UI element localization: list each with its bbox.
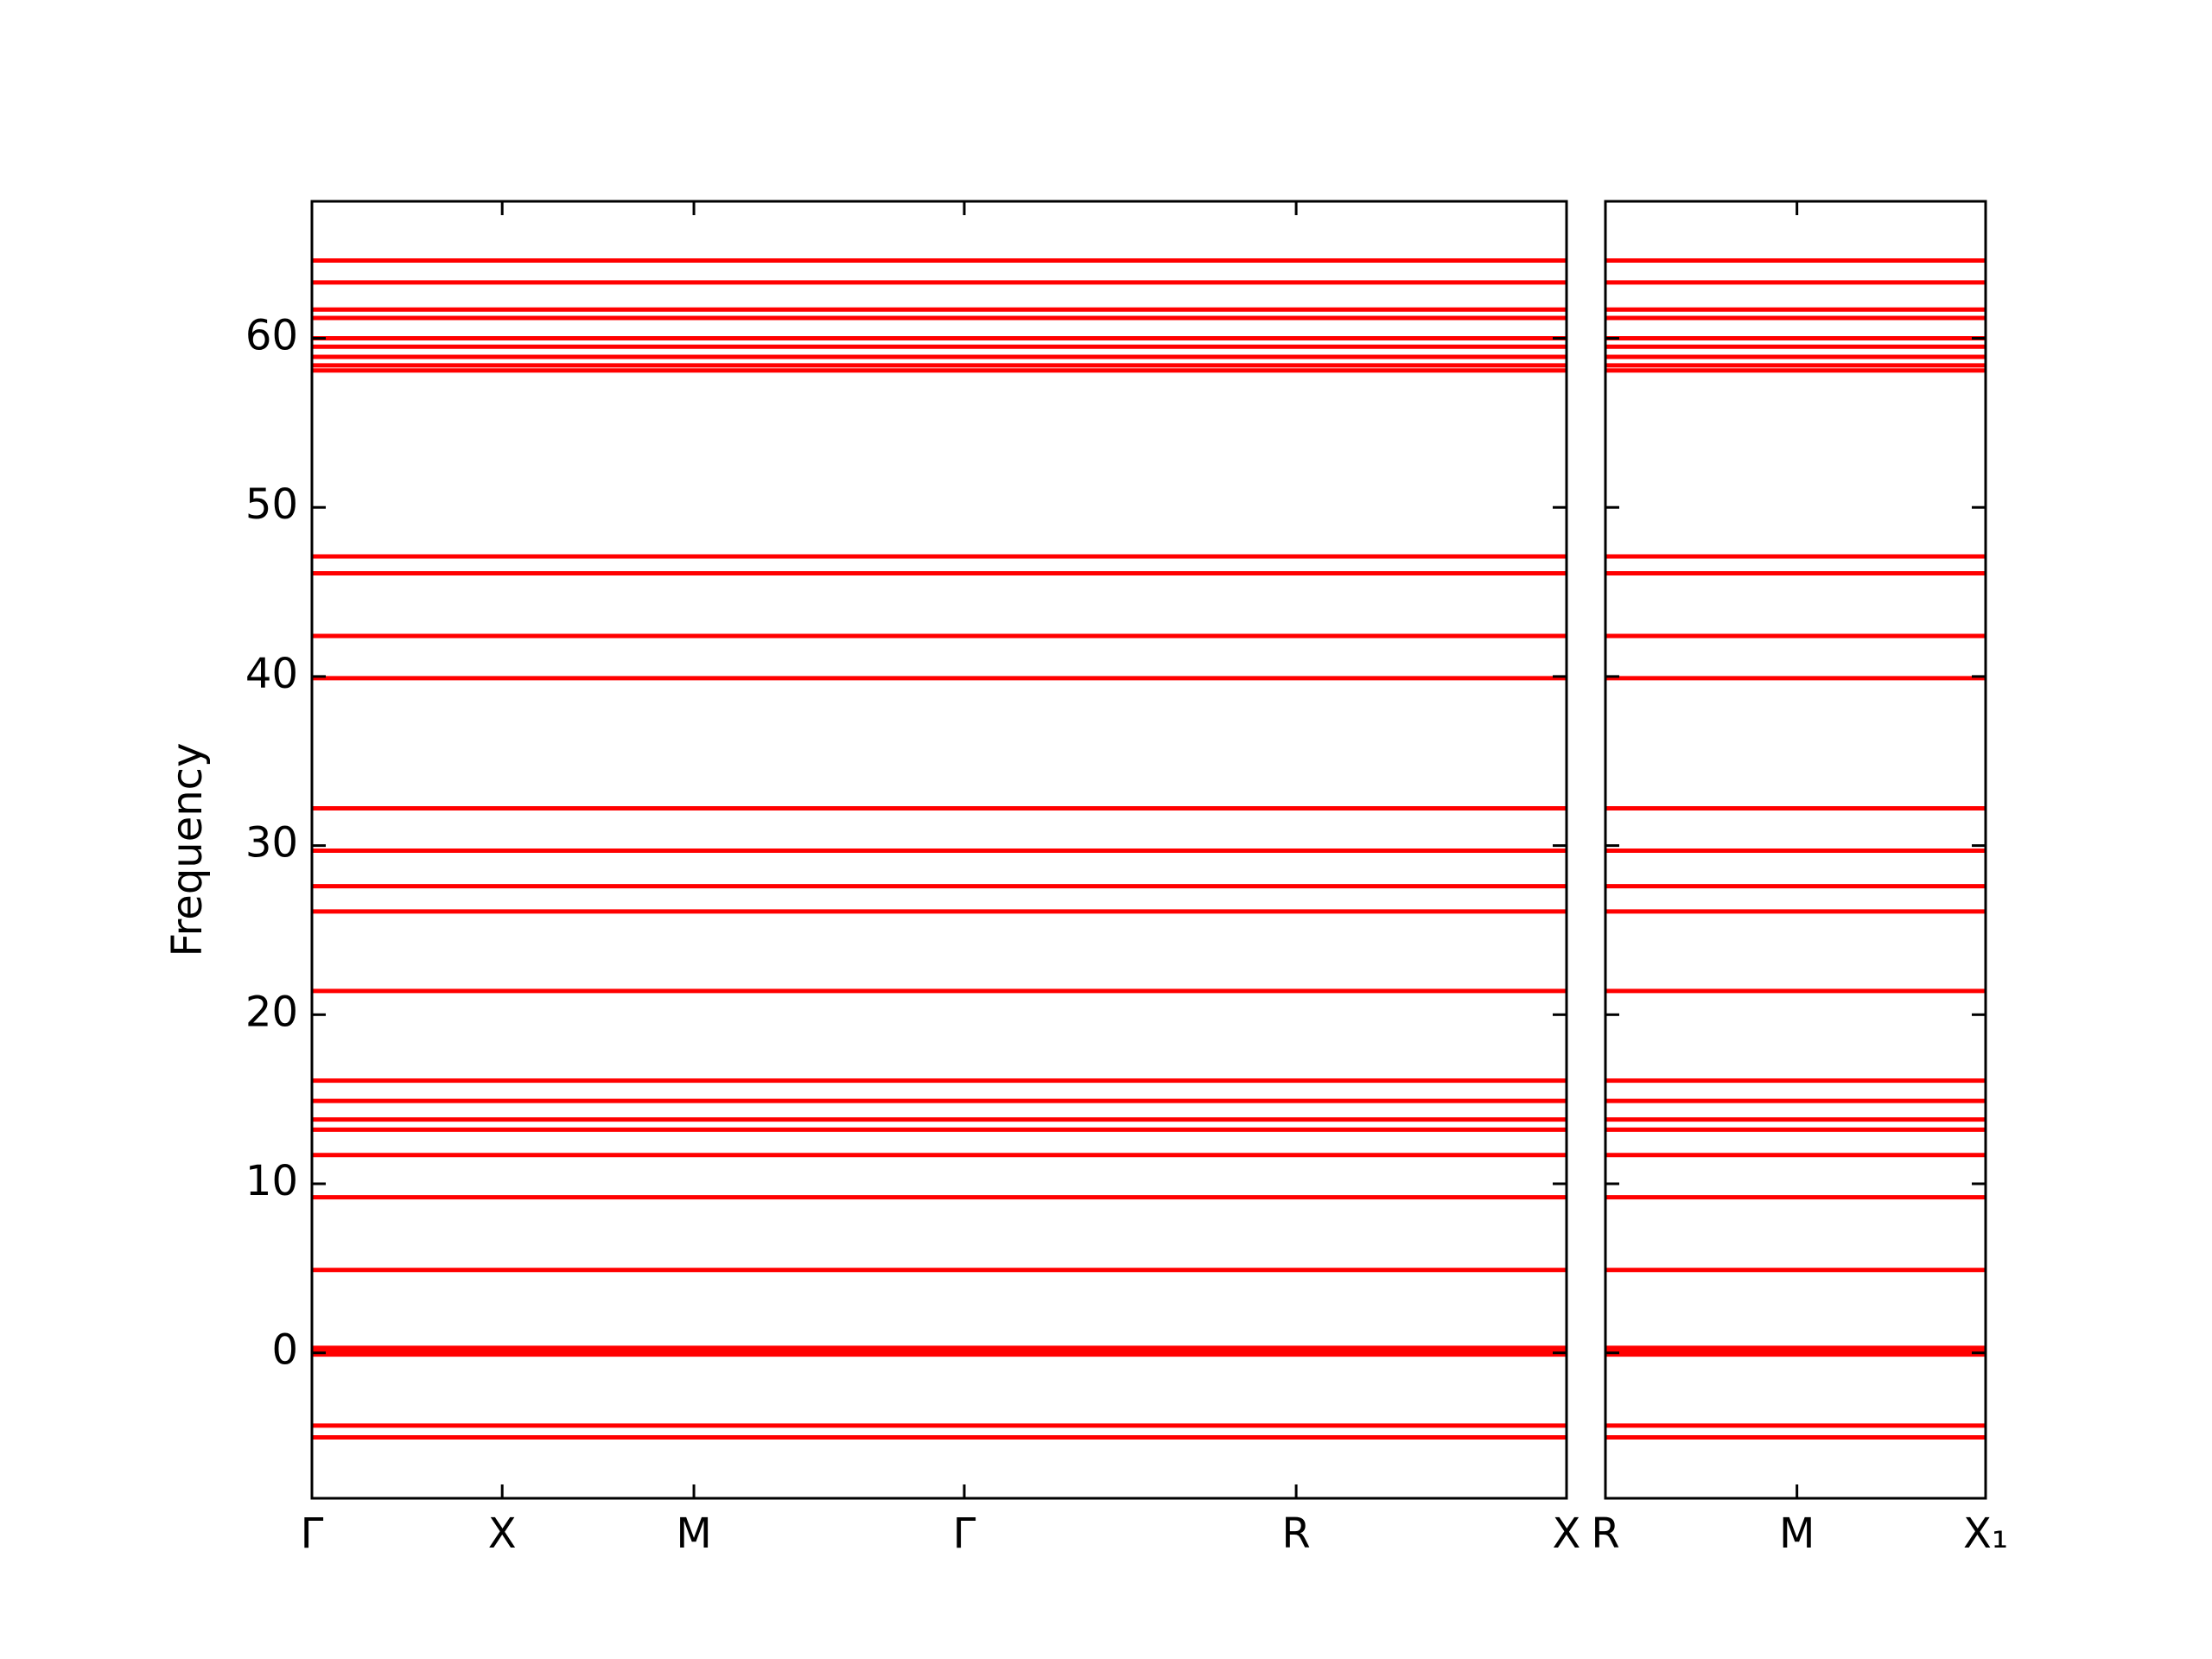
x-tick-label: Γ: [301, 1510, 324, 1558]
y-axis-label: Frequency: [163, 743, 212, 957]
x-tick-label: X₁: [1963, 1510, 2008, 1558]
y-tick-label: 60: [245, 312, 298, 360]
x-tick-label: X: [488, 1510, 517, 1558]
x-tick-label: R: [1591, 1510, 1619, 1558]
y-tick-label: 50: [245, 480, 298, 529]
y-tick-label: 30: [245, 819, 298, 868]
y-tick-label: 40: [245, 650, 298, 698]
plot-frame: [1604, 200, 1987, 1500]
x-tick-label: M: [676, 1510, 711, 1558]
y-tick-label: 0: [271, 1326, 298, 1375]
y-tick-label: 20: [245, 988, 298, 1036]
x-tick-label: Γ: [953, 1510, 976, 1558]
x-tick-label: M: [1779, 1510, 1815, 1558]
y-tick-label: 10: [245, 1157, 298, 1205]
plot-frame: [310, 200, 1568, 1500]
x-tick-label: X: [1553, 1510, 1581, 1558]
x-tick-label: R: [1281, 1510, 1310, 1558]
